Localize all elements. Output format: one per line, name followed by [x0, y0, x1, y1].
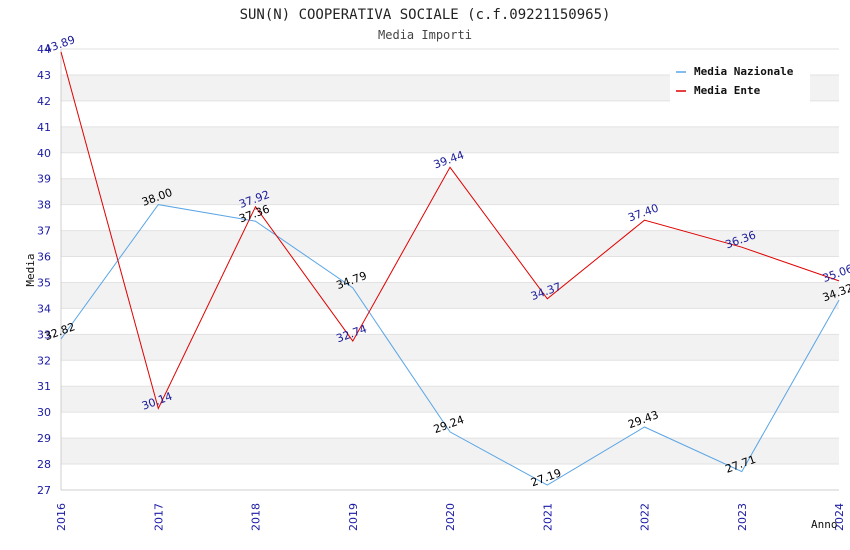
data-label: 43.89 [43, 33, 77, 56]
series-line-media-nazionale [60, 204, 840, 486]
y-tick-labels: 27 28 29 30 31 32 33 34 35 36 37 38 39 40 41 42 43 44 [37, 43, 51, 497]
series-lines [60, 51, 840, 486]
legend-label-media-ente: Media Ente [694, 84, 761, 97]
y-tick-label: 43 [37, 69, 51, 82]
data-label: 35.06 [821, 262, 850, 285]
plot-band [61, 230, 839, 257]
y-tick-label: 32 [37, 354, 51, 367]
legend: Media Nazionale Media Ente [670, 60, 810, 102]
y-tick-label: 27 [37, 484, 51, 497]
data-label: 29.24 [432, 413, 466, 436]
y-tick-label: 33 [37, 328, 51, 341]
x-tick-label: 2017 [152, 503, 165, 531]
y-tick-label: 28 [37, 458, 51, 471]
plot-band [61, 126, 839, 153]
plot-band [61, 178, 839, 205]
x-axis-label: Anno [811, 518, 838, 531]
y-tick-label: 29 [37, 432, 51, 445]
y-tick-label: 44 [37, 43, 51, 56]
plot-band [61, 334, 839, 361]
x-tick-label: 2021 [541, 503, 554, 531]
y-tick-label: 38 [37, 199, 51, 212]
y-tick-label: 36 [37, 251, 51, 264]
x-tick-label: 2018 [250, 503, 263, 531]
x-tick-label: 2023 [736, 503, 749, 531]
chart-subtitle: Media Importi [378, 28, 472, 42]
grid-lines [61, 48, 839, 491]
y-tick-label: 39 [37, 173, 51, 186]
y-axis-label: Media [24, 253, 37, 286]
y-tick-label: 42 [37, 95, 51, 108]
y-tick-label: 41 [37, 121, 51, 134]
plot-band [61, 282, 839, 309]
plot-band [61, 438, 839, 465]
x-tick-label: 2024 [833, 503, 846, 531]
plot-band [61, 386, 839, 413]
x-tick-label: 2016 [55, 503, 68, 531]
y-tick-label: 30 [37, 406, 51, 419]
plot-bands [61, 74, 839, 465]
axes [60, 49, 839, 491]
y-tick-label: 34 [37, 302, 51, 315]
y-tick-label: 31 [37, 380, 51, 393]
x-tick-labels: 2016 2017 2018 2019 2020 2021 2022 2023 2024 [55, 503, 846, 531]
x-tick-label: 2020 [444, 503, 457, 531]
y-tick-label: 40 [37, 147, 51, 160]
data-label: 27.19 [529, 466, 563, 489]
x-tick-label: 2019 [347, 503, 360, 531]
series-line-media-ente [60, 51, 840, 410]
x-tick-label: 2022 [639, 503, 652, 531]
y-tick-label: 37 [37, 225, 51, 238]
chart-title: SUN(N) COOPERATIVA SOCIALE (c.f.09221150… [240, 7, 611, 23]
y-tick-label: 35 [37, 276, 51, 289]
legend-label-media-nazionale: Media Nazionale [694, 65, 794, 78]
legend-box [670, 60, 810, 102]
